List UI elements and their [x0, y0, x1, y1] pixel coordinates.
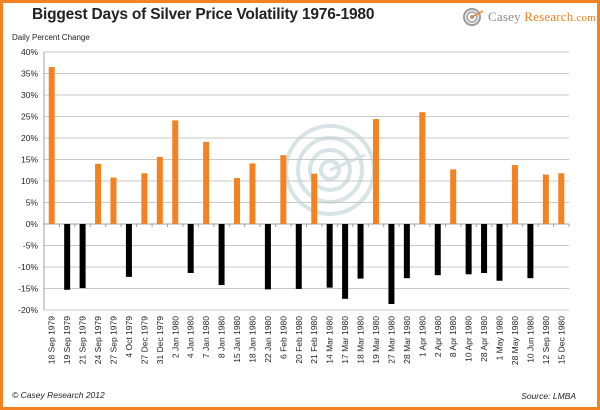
bar-6-feb-1980 — [280, 155, 287, 224]
x-tick-label: 2 Apr 1980 — [433, 316, 443, 357]
y-tick-label: 20% — [21, 133, 38, 143]
bar-20-feb-1980 — [295, 224, 302, 289]
x-tick-label: 20 Feb 1980 — [294, 316, 304, 364]
source-text: Source: LMBA — [521, 391, 576, 401]
x-tick-label: 12 Sep 1980 — [541, 316, 551, 364]
logo-text: Casey Research.com — [488, 9, 596, 25]
bar-10-jun-1980 — [527, 224, 534, 279]
x-tick-label: 27 Mar 1980 — [386, 316, 396, 364]
bar-8-apr-1980 — [450, 169, 457, 224]
bar-12-sep-1980 — [542, 174, 549, 224]
x-tick-label: 24 Sep 1979 — [93, 316, 103, 364]
bar-22-jan-1980 — [264, 224, 271, 290]
x-tick-label: 27 Dec 1979 — [139, 316, 149, 364]
bar-21-sep-1979 — [79, 224, 86, 289]
bar-31-dec-1979 — [156, 156, 163, 224]
bar-27-mar-1980 — [388, 224, 395, 304]
y-tick-label: 25% — [21, 112, 38, 122]
y-tick-label: 30% — [21, 90, 38, 100]
y-tick-label: 15% — [21, 155, 38, 165]
x-tick-label: 18 Sep 1979 — [47, 316, 57, 364]
y-axis-title: Daily Percent Change — [12, 33, 90, 42]
x-tick-label: 8 Apr 1980 — [448, 316, 458, 357]
x-tick-label: 21 Sep 1979 — [78, 316, 88, 364]
x-tick-label: 4 Oct 1979 — [124, 316, 134, 358]
x-tick-label: 19 Mar 1980 — [371, 316, 381, 364]
x-tick-label: 8 Jan 1980 — [217, 316, 227, 358]
x-tick-label: 7 Jan 1980 — [201, 316, 211, 358]
x-tick-label: 18 Mar 1980 — [356, 316, 366, 364]
bar-28-mar-1980 — [403, 224, 410, 279]
logo-text-casey: Casey — [488, 9, 525, 24]
y-tick-label: 10% — [21, 176, 38, 186]
bar-1-may-1980 — [496, 224, 503, 281]
bar-19-mar-1980 — [372, 119, 379, 224]
bar-10-apr-1980 — [465, 224, 472, 275]
x-tick-label: 6 Feb 1980 — [278, 316, 288, 359]
x-tick-label: 4 Jan 1980 — [186, 316, 196, 358]
bar-2-apr-1980 — [434, 224, 441, 276]
x-tick-label: 21 Feb 1980 — [309, 316, 319, 364]
bar-1-apr-1980 — [419, 112, 426, 224]
x-tick-label: 15 Dec 1980 — [556, 316, 566, 364]
bar-18-jan-1980 — [249, 163, 256, 224]
y-tick-label: -10% — [18, 262, 38, 272]
x-tick-label: 28 Apr 1980 — [479, 316, 489, 362]
bar-27-dec-1979 — [141, 173, 148, 224]
bar-18-mar-1980 — [357, 224, 364, 279]
watermark-spiral-icon — [284, 124, 376, 216]
bar-27-sep-1979 — [110, 177, 117, 224]
x-tick-label: 31 Dec 1979 — [155, 316, 165, 364]
bar-15-jan-1980 — [234, 177, 241, 224]
y-tick-label: -15% — [18, 284, 38, 294]
logo-text-research: Research — [524, 9, 574, 24]
y-tick-label: 40% — [21, 47, 38, 57]
bar-14-mar-1980 — [326, 224, 333, 288]
x-tick-label: 28 Mar 1980 — [402, 316, 412, 364]
spiral-logo-icon — [463, 8, 484, 26]
bar-28-apr-1980 — [481, 224, 488, 274]
x-tick-label: 17 Mar 1980 — [340, 316, 350, 364]
bar-8-jan-1980 — [218, 224, 225, 286]
chart-title: Biggest Days of Silver Price Volatility … — [32, 6, 375, 23]
x-tick-label: 1 May 1980 — [495, 316, 505, 361]
bar-24-sep-1979 — [95, 163, 102, 224]
bar-17-mar-1980 — [342, 224, 349, 299]
bar-2-jan-1980 — [172, 120, 179, 224]
x-tick-label: 27 Sep 1979 — [108, 316, 118, 364]
y-tick-label: 0% — [26, 219, 39, 229]
bar-4-oct-1979 — [125, 224, 132, 277]
x-tick-label: 10 Apr 1980 — [464, 316, 474, 362]
x-tick-label: 19 Sep 1979 — [62, 316, 72, 364]
x-tick-label: 18 Jan 1980 — [247, 316, 257, 363]
bar-18-sep-1979 — [48, 67, 55, 224]
x-tick-label: 2 Jan 1980 — [170, 316, 180, 358]
logo-text-com: .com — [573, 12, 596, 24]
casey-research-logo: Casey Research.com — [462, 8, 596, 26]
y-tick-label: 5% — [26, 198, 39, 208]
bar-21-feb-1980 — [311, 173, 318, 224]
copyright-text: © Casey Research 2012 — [12, 390, 105, 400]
bar-28-may-1980 — [511, 165, 518, 224]
y-tick-label: 35% — [21, 69, 38, 79]
x-tick-label: 1 Apr 1980 — [417, 316, 427, 357]
bar-4-jan-1980 — [187, 224, 194, 274]
x-tick-label: 10 Jun 1980 — [525, 316, 535, 363]
x-tick-label: 14 Mar 1980 — [325, 316, 335, 364]
x-tick-label: 15 Jan 1980 — [232, 316, 242, 363]
bar-19-sep-1979 — [64, 224, 71, 290]
bar-15-dec-1980 — [558, 173, 565, 224]
y-tick-label: -5% — [23, 241, 39, 251]
y-tick-label: -20% — [18, 305, 38, 315]
bar-7-jan-1980 — [203, 141, 210, 224]
x-tick-label: 28 May 1980 — [510, 316, 520, 365]
x-tick-label: 22 Jan 1980 — [263, 316, 273, 363]
